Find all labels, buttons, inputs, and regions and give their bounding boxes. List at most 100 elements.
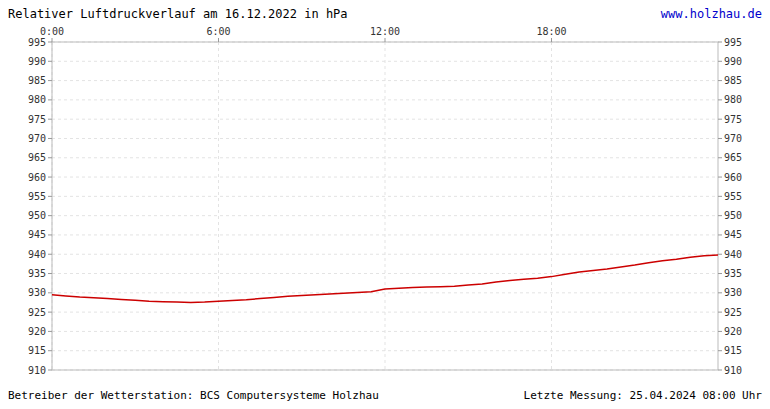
tick: [48, 99, 52, 100]
grid: [52, 42, 718, 370]
tick-label: 945: [28, 229, 46, 240]
tick: [48, 157, 52, 158]
x-axis: 0:00 6:00 12:00 18:00: [40, 26, 567, 42]
tick: [551, 38, 552, 42]
tick-label: 980: [724, 94, 742, 105]
tick: [48, 196, 52, 197]
tick: [48, 215, 52, 216]
grid-line: [52, 273, 718, 274]
grid-line: [385, 42, 386, 370]
tick: [718, 61, 722, 62]
tick-label: 970: [28, 133, 46, 144]
tick-label: 935: [724, 268, 742, 279]
tick-label: 950: [28, 210, 46, 221]
tick-label: 975: [28, 114, 46, 125]
tick: [48, 331, 52, 332]
grid-line: [52, 215, 718, 216]
tick: [385, 38, 386, 42]
tick-label: 945: [724, 229, 742, 240]
tick: [718, 370, 722, 371]
tick: [48, 42, 52, 43]
tick: [718, 42, 722, 43]
grid-line: [52, 196, 718, 197]
tick: [718, 254, 722, 255]
tick-label: 6:00: [206, 26, 230, 37]
tick-label: 985: [724, 75, 742, 86]
tick: [718, 196, 722, 197]
tick-label: 12:00: [370, 26, 400, 37]
tick: [48, 312, 52, 313]
tick-label: 950: [724, 210, 742, 221]
tick-label: 930: [28, 287, 46, 298]
tick-label: 965: [28, 152, 46, 163]
tick: [52, 38, 53, 42]
pressure-line: [52, 255, 718, 302]
tick-label: 915: [724, 345, 742, 356]
tick-label: 980: [28, 94, 46, 105]
tick: [718, 80, 722, 81]
tick: [48, 350, 52, 351]
tick-label: 925: [28, 307, 46, 318]
title: Relativer Luftdruckverlauf am 16.12.2022…: [8, 7, 348, 21]
tick-label: 965: [724, 152, 742, 163]
plot-area: [52, 255, 718, 302]
tick: [718, 292, 722, 293]
tick-label: 995: [724, 37, 742, 48]
tick: [718, 177, 722, 178]
tick: [48, 80, 52, 81]
tick: [718, 312, 722, 313]
tick: [718, 119, 722, 120]
tick: [718, 350, 722, 351]
tick-label: 940: [28, 249, 46, 260]
tick-label: 920: [724, 326, 742, 337]
tick: [718, 331, 722, 332]
tick: [48, 177, 52, 178]
tick: [718, 234, 722, 235]
tick: [718, 215, 722, 216]
tick-label: 955: [28, 191, 46, 202]
tick-label: 955: [724, 191, 742, 202]
tick: [718, 138, 722, 139]
tick: [48, 370, 52, 371]
tick-label: 18:00: [536, 26, 566, 37]
tick: [718, 99, 722, 100]
annotation: Betreiber der Wetterstation: BCS Compute…: [8, 389, 379, 402]
tick-label: 990: [724, 56, 742, 67]
annotation: www.holzhau.de: [661, 7, 762, 21]
tick: [48, 292, 52, 293]
tick: [218, 38, 219, 42]
tick-label: 920: [28, 326, 46, 337]
tick-label: 960: [28, 172, 46, 183]
tick-label: 960: [724, 172, 742, 183]
tick-label: 995: [28, 37, 46, 48]
tick: [48, 119, 52, 120]
grid-line: [551, 42, 552, 370]
tick: [48, 273, 52, 274]
tick-label: 935: [28, 268, 46, 279]
grid-line: [52, 119, 718, 120]
tick: [718, 273, 722, 274]
tick-label: 0:00: [40, 26, 64, 37]
tick: [718, 157, 722, 158]
tick-label: 940: [724, 249, 742, 260]
y-axis: 910 910 915 915 920 920 925 925 930 930 935 935 940 9…: [28, 37, 742, 376]
chart: Relativer Luftdruckverlauf am 16.12.2022…: [0, 0, 770, 409]
tick-label: 930: [724, 287, 742, 298]
tick: [48, 61, 52, 62]
grid-line: [52, 292, 718, 293]
grid-line: [52, 99, 718, 100]
tick: [48, 138, 52, 139]
tick: [48, 254, 52, 255]
annotation: Letzte Messung: 25.04.2024 08:00 Uhr: [524, 389, 763, 402]
tick-label: 910: [28, 365, 46, 376]
tick-label: 925: [724, 307, 742, 318]
tick-label: 915: [28, 345, 46, 356]
grid-line: [218, 42, 219, 370]
tick-label: 975: [724, 114, 742, 125]
tick-label: 990: [28, 56, 46, 67]
tick-label: 910: [724, 365, 742, 376]
plot-frame: [52, 42, 718, 370]
tick: [48, 234, 52, 235]
tick-label: 970: [724, 133, 742, 144]
tick-label: 985: [28, 75, 46, 86]
